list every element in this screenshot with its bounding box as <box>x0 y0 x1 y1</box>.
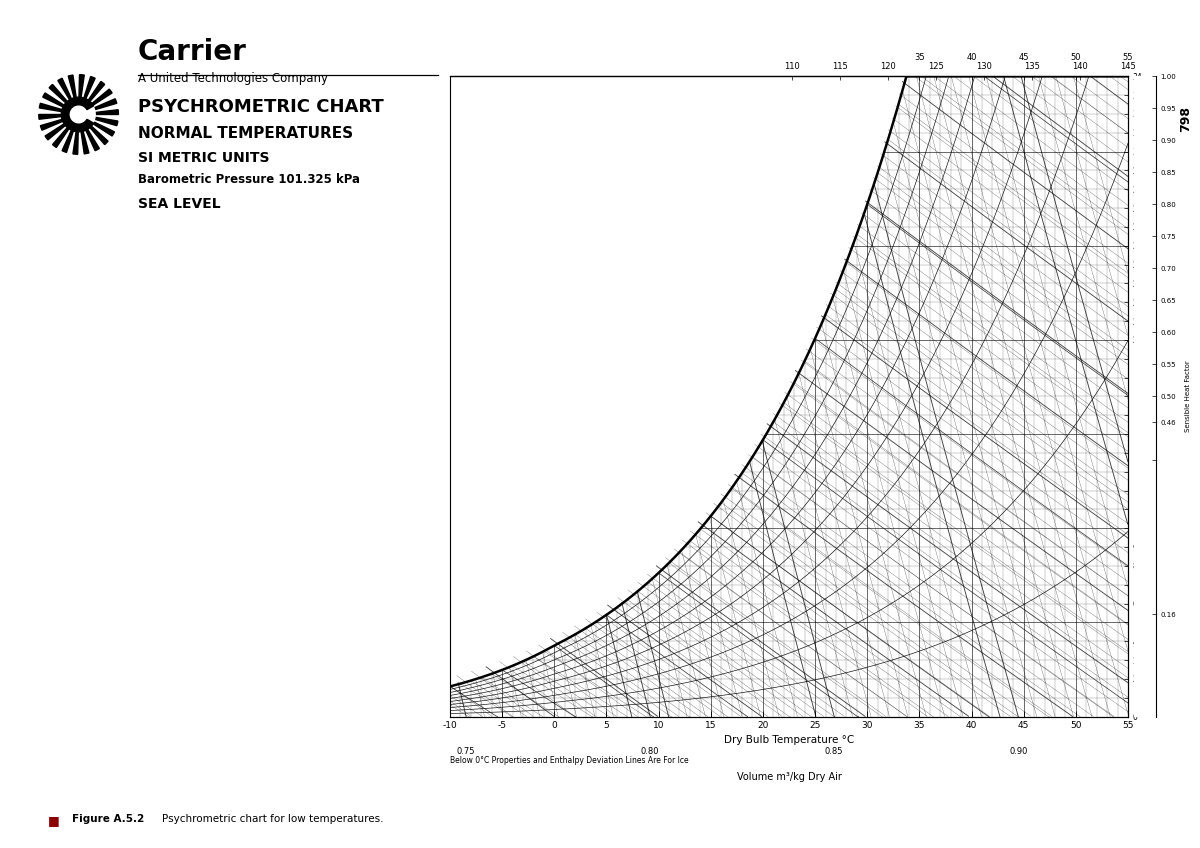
Text: A United Technologies Company: A United Technologies Company <box>138 72 328 85</box>
Text: 0.90: 0.90 <box>1009 747 1027 756</box>
Polygon shape <box>79 75 84 97</box>
Text: SEA LEVEL: SEA LEVEL <box>138 197 221 211</box>
Text: Below 0°C Properties and Enthalpy Deviation Lines Are For Ice: Below 0°C Properties and Enthalpy Deviat… <box>450 756 689 766</box>
Polygon shape <box>41 120 62 131</box>
Polygon shape <box>43 93 64 107</box>
Text: Volume m³/kg Dry Air: Volume m³/kg Dry Air <box>737 772 841 782</box>
Text: ■: ■ <box>48 814 60 827</box>
Text: Psychrometric chart for low temperatures.: Psychrometric chart for low temperatures… <box>162 814 384 824</box>
Polygon shape <box>95 98 116 109</box>
Polygon shape <box>84 76 95 98</box>
Text: NORMAL TEMPERATURES: NORMAL TEMPERATURES <box>138 126 353 141</box>
Text: 0.85: 0.85 <box>824 747 844 756</box>
Polygon shape <box>86 130 100 151</box>
X-axis label: Dry Bulb Temperature °C: Dry Bulb Temperature °C <box>724 734 854 745</box>
Polygon shape <box>58 78 71 99</box>
Text: Barometric Pressure 101.325 kPa: Barometric Pressure 101.325 kPa <box>138 173 360 186</box>
Polygon shape <box>68 75 76 98</box>
Text: SI METRIC UNITS: SI METRIC UNITS <box>138 151 270 165</box>
Text: Sensible Heat Factor: Sensible Heat Factor <box>1184 360 1190 432</box>
Polygon shape <box>61 98 94 131</box>
Polygon shape <box>96 118 118 126</box>
Polygon shape <box>92 89 112 105</box>
Polygon shape <box>38 114 61 120</box>
Text: Carrier: Carrier <box>138 38 247 66</box>
Polygon shape <box>62 131 73 153</box>
Polygon shape <box>90 126 108 144</box>
Polygon shape <box>49 85 67 103</box>
Text: 0.75: 0.75 <box>457 747 475 756</box>
Y-axis label: Moisture Content g/kg Dry Air: Moisture Content g/kg Dry Air <box>1145 334 1154 459</box>
Polygon shape <box>82 131 89 153</box>
Text: PSYCHROMETRIC CHART: PSYCHROMETRIC CHART <box>138 98 384 116</box>
Polygon shape <box>53 128 68 148</box>
Polygon shape <box>89 81 104 101</box>
Polygon shape <box>94 122 114 136</box>
Text: Figure A.5.2: Figure A.5.2 <box>72 814 144 824</box>
Polygon shape <box>96 109 119 114</box>
Text: 0.80: 0.80 <box>641 747 660 756</box>
Polygon shape <box>73 132 78 154</box>
Polygon shape <box>46 124 65 140</box>
Text: 798: 798 <box>1180 106 1192 131</box>
Polygon shape <box>40 103 61 111</box>
